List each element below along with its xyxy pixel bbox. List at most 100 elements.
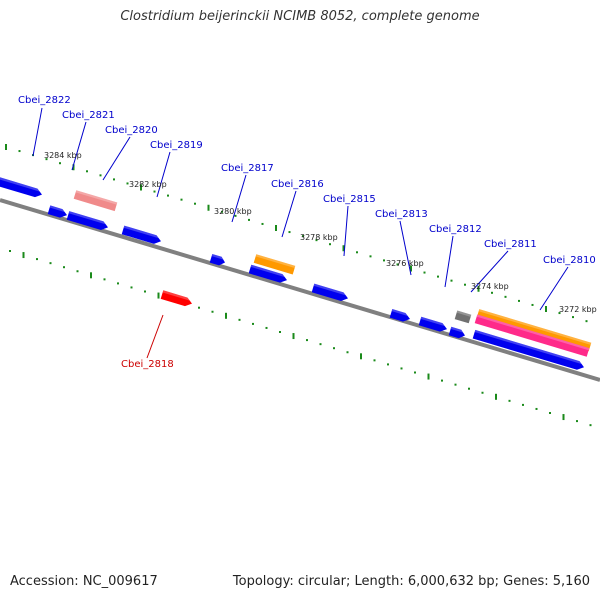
gene-feature (66, 211, 109, 230)
tick-mark (5, 144, 7, 150)
tick-mark (468, 387, 470, 390)
tick-mark (211, 310, 214, 313)
map-title: Clostridium beijerinckii NCIMB 8052, com… (120, 9, 480, 24)
genome-summary: Topology: circular; Length: 6,000,632 bp… (232, 574, 590, 589)
gene-arrow-highlight (75, 190, 118, 205)
callout-line (102, 136, 131, 181)
tick-mark (130, 286, 133, 289)
gene-feature (248, 264, 288, 283)
gene-label: Cbei_2812 (429, 224, 482, 235)
tick-mark (491, 291, 493, 294)
label-callouts: Cbei_2822 Cbei_2821 Cbei_2820 Cbei_2819 Cbei… (18, 95, 596, 370)
tick-mark (589, 424, 592, 427)
gene-feature (160, 290, 192, 307)
kbp-label: 3276 kbp (386, 259, 424, 268)
tick-mark (45, 158, 48, 161)
tick-mark (549, 412, 551, 414)
tick-mark (261, 222, 264, 225)
tick-mark (252, 322, 254, 325)
tick-mark (477, 285, 480, 292)
tick-mark (103, 278, 106, 281)
gene-feature (448, 326, 465, 339)
kbp-label: 3274 kbp (471, 282, 509, 291)
gene-arrow (248, 264, 288, 283)
kbp-label: 3278 kbp (300, 233, 338, 242)
tick-mark (562, 414, 565, 421)
gene-arrow-highlight (255, 254, 296, 269)
tick-mark (319, 343, 322, 346)
gene-arrow (448, 326, 465, 339)
gene-feature (454, 310, 472, 324)
gene-feature (472, 329, 584, 370)
tick-mark (437, 275, 439, 278)
tick-mark (117, 282, 119, 285)
tick-mark (144, 290, 146, 293)
gene-feature (73, 190, 118, 212)
gene-arrow-highlight (211, 253, 224, 260)
tick-mark (72, 164, 75, 171)
tick-mark (585, 320, 588, 323)
gene-arrow (47, 205, 67, 218)
gene-arrow (253, 254, 296, 275)
callout-line (444, 235, 454, 288)
tick-mark (508, 399, 511, 402)
lower-tick-track (9, 250, 592, 427)
gene-feature (389, 308, 410, 322)
callout-line (146, 314, 164, 359)
callout-line (156, 151, 171, 198)
gene-feature (253, 254, 296, 275)
tick-mark (292, 333, 295, 340)
kbp-labels: 3284 kbp 3282 kbp 3280 kbp 3278 kbp 3276 kbp… (44, 151, 597, 314)
tick-mark (207, 204, 210, 211)
callout-line (343, 205, 349, 257)
gene-arrow-highlight (162, 290, 190, 301)
gene-arrow-highlight (0, 176, 40, 192)
tick-mark (522, 403, 524, 406)
gene-arrow-highlight (420, 316, 445, 327)
gene-feature (474, 314, 590, 357)
tick-mark (63, 266, 65, 269)
tick-mark (504, 295, 507, 298)
callout-line (231, 174, 247, 223)
tick-mark (288, 231, 291, 234)
tick-mark (576, 420, 578, 423)
tick-mark (545, 306, 547, 312)
genome-backbone (0, 198, 600, 382)
tick-mark (329, 243, 331, 246)
tick-mark (333, 347, 335, 350)
tick-mark (153, 190, 156, 193)
gene-feature (209, 253, 226, 266)
gene-label: Cbei_2822 (18, 95, 71, 106)
tick-mark (441, 379, 443, 382)
tick-mark (360, 353, 362, 360)
tick-mark (194, 202, 196, 205)
gene-arrow-highlight (123, 225, 159, 239)
gene-feature (0, 176, 42, 198)
tick-mark (427, 373, 430, 380)
tick-mark (221, 210, 223, 213)
gene-label: Cbei_2817 (221, 163, 274, 174)
accession-label: Accession: NC_009617 (10, 574, 158, 589)
tick-mark (535, 407, 538, 410)
kbp-label: 3280 kbp (214, 207, 252, 216)
gene-arrow-highlight (250, 264, 285, 278)
tick-mark (346, 351, 349, 354)
tick-mark (558, 312, 561, 315)
tick-mark (167, 194, 169, 197)
callout-line (470, 250, 509, 293)
tick-mark (126, 182, 129, 185)
tick-mark (279, 331, 281, 333)
gene-arrow (66, 211, 109, 230)
tick-mark (373, 359, 376, 362)
gene-arrow-highlight (391, 308, 408, 316)
gene-arrow (73, 190, 118, 212)
kbp-label: 3272 kbp (559, 305, 597, 314)
tick-mark (265, 326, 268, 329)
gene-arrow-highlight (474, 329, 582, 365)
tick-mark (383, 259, 385, 262)
tick-mark (410, 265, 412, 272)
gene-feature (311, 283, 349, 301)
callout-line (71, 121, 87, 171)
tick-mark (315, 239, 318, 242)
tick-mark (414, 371, 416, 374)
